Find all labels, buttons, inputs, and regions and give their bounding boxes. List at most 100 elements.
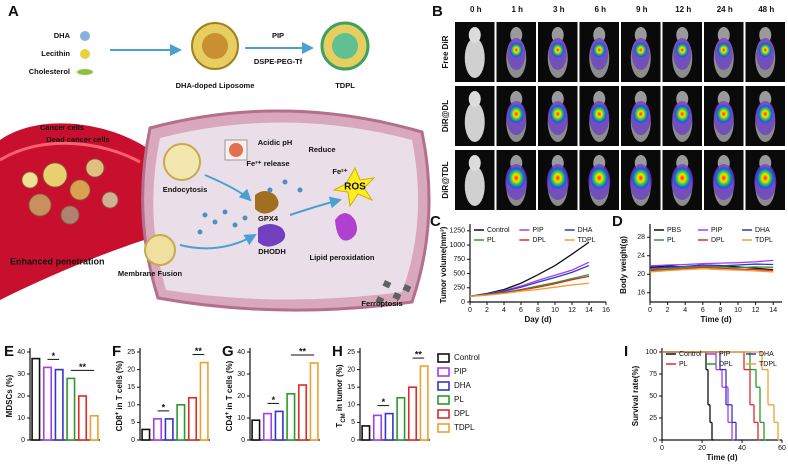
row-label: Free DiR xyxy=(441,35,450,68)
y-tick-label: 100 xyxy=(645,349,657,356)
bar xyxy=(286,392,296,441)
bar xyxy=(251,419,261,441)
legend-label: DPL xyxy=(711,237,725,244)
arrow xyxy=(179,234,257,250)
y-axis-label-part: in T cells (%) xyxy=(115,360,124,411)
diagram-label: TDPL xyxy=(335,81,355,90)
ros-star xyxy=(332,166,376,208)
diagram-label: Endocytosis xyxy=(163,185,208,194)
x-tick-label: 2 xyxy=(485,307,489,314)
y-tick-label: 15 xyxy=(347,384,355,391)
mouse-head xyxy=(468,91,481,107)
y-tick-label: 25 xyxy=(127,349,135,356)
legend-swatch xyxy=(437,367,450,377)
legend-label: PL xyxy=(454,395,464,404)
fluorescence-signal xyxy=(549,104,567,124)
diagram-label: Lecithin xyxy=(41,49,70,58)
x-tick-label: 8 xyxy=(536,307,540,314)
fluorescence-signal xyxy=(756,104,774,124)
nanoparticle xyxy=(242,215,248,221)
tdpl-core xyxy=(332,33,358,59)
fluorescence-signal xyxy=(758,42,773,58)
panel-label: H xyxy=(332,343,343,360)
nanoparticle xyxy=(282,179,288,185)
y-tick-label: 20 xyxy=(127,366,135,373)
membrane-fusion xyxy=(144,234,176,266)
y-axis-label-part: + xyxy=(115,411,121,415)
legend-swatch xyxy=(437,395,450,405)
diagram-label: Lipid peroxidation xyxy=(310,253,375,262)
row-label: DiR@TDL xyxy=(441,161,450,198)
bar xyxy=(297,384,308,441)
bar xyxy=(54,368,64,441)
x-tick-label: 20 xyxy=(698,445,706,452)
significance-label: * xyxy=(272,395,276,405)
fluorescence-signal xyxy=(675,42,690,58)
cancer-cell xyxy=(21,171,39,189)
fluorescence-signal xyxy=(673,104,691,124)
x-tick-label: 8 xyxy=(718,307,722,314)
y-axis-label-part: in tumor (%) xyxy=(335,364,344,413)
y-tick-label: 250 xyxy=(453,285,465,292)
y-tick-label: 750 xyxy=(453,256,465,263)
diagram-label: DHA-doped Liposome xyxy=(176,81,255,90)
blood-vessel xyxy=(0,123,160,300)
y-tick-label: 1250 xyxy=(449,228,465,235)
debris xyxy=(402,284,412,293)
legend-label: PIP xyxy=(532,227,544,234)
y-tick-label: 25 xyxy=(649,415,657,422)
x-tick-label: 6 xyxy=(519,307,523,314)
nanoparticle xyxy=(202,212,208,218)
y-axis-label-part: T xyxy=(335,423,344,428)
significance-label: * xyxy=(382,397,386,407)
legend-swatch xyxy=(437,353,450,363)
y-tick-label: 30 xyxy=(237,371,245,378)
diagram-label: Enhanced penetration xyxy=(10,256,105,266)
bar xyxy=(309,362,319,441)
y-tick-label: 10 xyxy=(237,415,245,422)
y-axis-label-part: MDSCs (%) xyxy=(5,374,14,417)
column-label: 1 h xyxy=(511,5,523,14)
fluorescence-signal xyxy=(589,166,610,190)
y-tick-label: 500 xyxy=(453,270,465,277)
legend-label: DHA xyxy=(454,381,472,390)
y-tick-label: 50 xyxy=(649,393,657,400)
endosome xyxy=(163,143,201,181)
y-tick-label: 0 xyxy=(653,437,657,444)
y-tick-label: 30 xyxy=(17,371,25,378)
y-tick-label: 1000 xyxy=(449,242,465,249)
cancer-cell xyxy=(101,191,119,209)
legend-label: DPL xyxy=(532,237,546,244)
bar xyxy=(141,428,151,441)
arrow xyxy=(204,174,252,202)
fluorescence-signal xyxy=(590,104,608,124)
nanoparticle xyxy=(232,222,238,228)
column-label: 3 h xyxy=(553,5,565,14)
column-label: 0 h xyxy=(470,5,482,14)
liposome-core xyxy=(202,33,228,59)
vessel-shine xyxy=(0,141,141,164)
fluorescence-signal xyxy=(713,166,734,190)
legend-label: DHA xyxy=(755,227,770,234)
row-label: DiR@DL xyxy=(441,100,450,132)
data-line xyxy=(649,266,774,272)
y-axis-label: Tumor volume(mm³) xyxy=(439,226,448,303)
y-tick-label: 20 xyxy=(347,366,355,373)
x-tick-label: 10 xyxy=(551,307,559,314)
y-tick-label: 40 xyxy=(17,349,25,356)
x-axis-label: Day (d) xyxy=(524,315,551,324)
y-axis-label-part: in T cells (%) xyxy=(225,360,234,411)
y-tick-label: 10 xyxy=(127,402,135,409)
y-axis-label: MDSCs (%) xyxy=(5,374,14,417)
x-tick-label: 4 xyxy=(683,307,687,314)
x-axis-label: Time (d) xyxy=(701,315,732,324)
fluorescence-signal xyxy=(630,166,651,190)
diagram-label: Cholesterol xyxy=(29,67,70,76)
column-label: 12 h xyxy=(675,5,691,14)
significance-label: ** xyxy=(79,362,87,372)
nanoparticle xyxy=(222,209,228,215)
bar xyxy=(152,418,163,441)
significance-label: * xyxy=(52,351,56,361)
